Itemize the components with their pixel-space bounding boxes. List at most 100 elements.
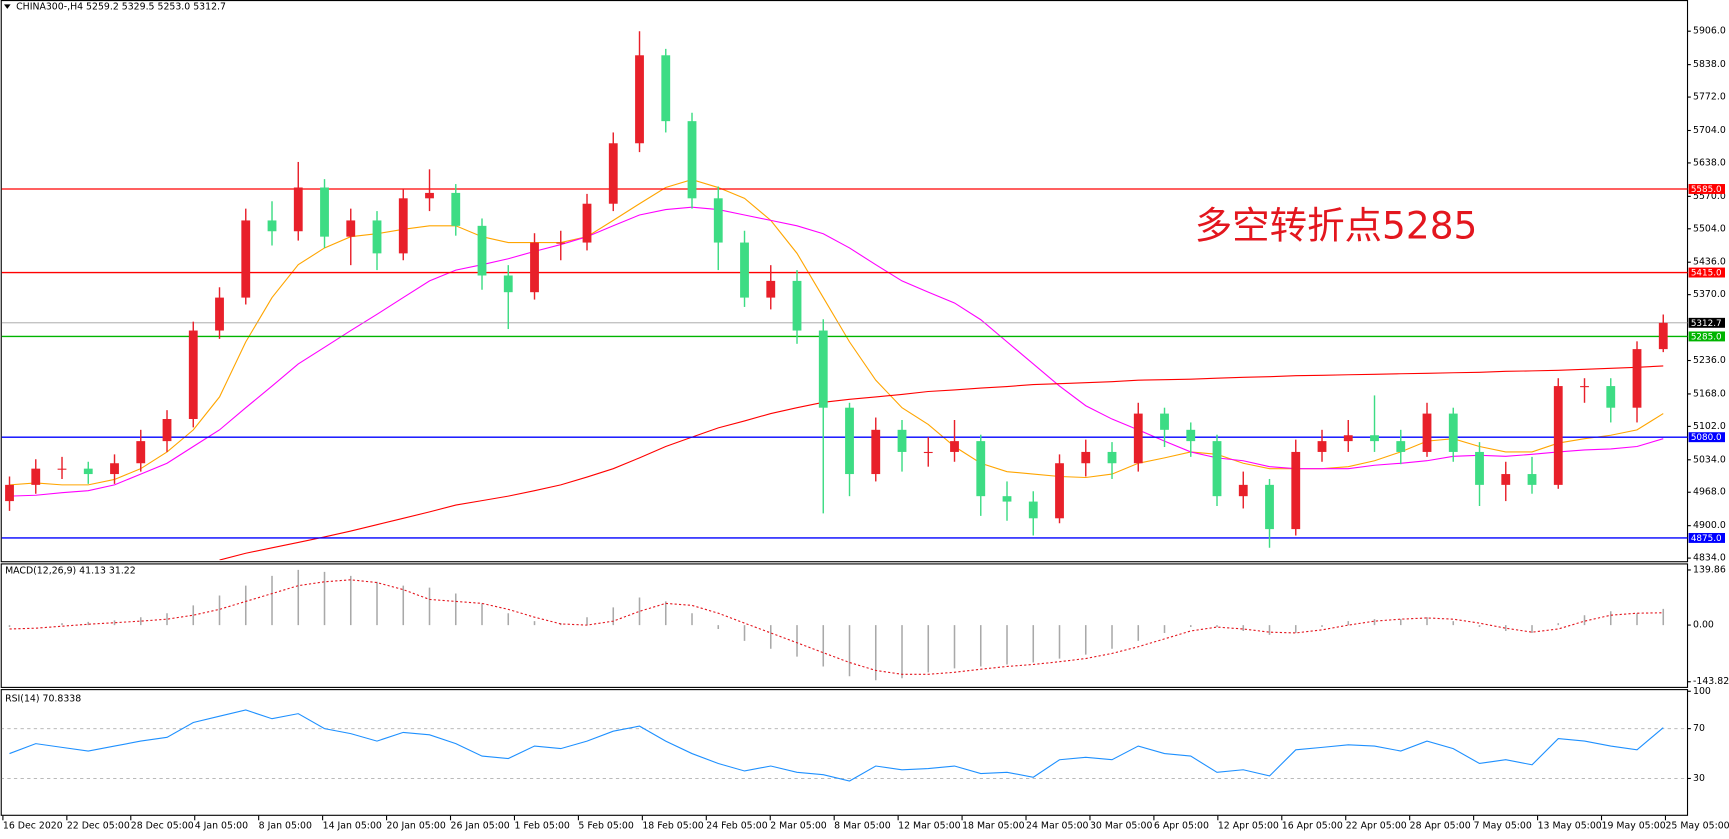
- y-tick-label: 5034.0: [1693, 454, 1726, 465]
- candle-body: [923, 451, 933, 454]
- y-tick-label: 5704.0: [1693, 125, 1726, 136]
- candle-body: [1238, 484, 1248, 497]
- candle-body: [346, 220, 356, 237]
- annotation: 多空转折点5285: [1195, 204, 1478, 248]
- candle-body: [267, 220, 277, 232]
- y-tick-label: 5638.0: [1693, 157, 1726, 168]
- line-series: [219, 365, 1664, 561]
- plot-area: [1, 709, 1688, 782]
- candle-body: [1658, 322, 1668, 350]
- y-tick-label: 5102.0: [1693, 421, 1726, 432]
- candle-body: [871, 429, 881, 475]
- level-label: 5415.0: [1691, 269, 1722, 279]
- candle-body: [241, 220, 251, 298]
- candle-body: [1055, 463, 1064, 519]
- candle-body: [1527, 474, 1537, 485]
- chart-title: CHINA300-,H4 5259.2 5329.5 5253.0 5312.7: [16, 2, 226, 13]
- level-box: [1688, 432, 1725, 443]
- x-tick-label: 6 Apr 05:00: [1154, 820, 1209, 831]
- candle-body: [1160, 413, 1169, 430]
- line-series: [9, 709, 1664, 782]
- x-tick-label: 13 May 05:00: [1538, 820, 1602, 831]
- candle-body: [477, 225, 487, 276]
- level-box: [1688, 267, 1725, 278]
- candle-body: [57, 468, 67, 470]
- y-tick-label: 5570.0: [1693, 191, 1726, 202]
- x-tick-label: 30 Mar 05:00: [1090, 820, 1153, 831]
- candle-body: [976, 441, 986, 497]
- x-tick-label: 18 Feb 05:00: [642, 820, 703, 831]
- candle-body: [188, 330, 198, 420]
- x-tick-label: 5 Feb 05:00: [578, 820, 633, 831]
- candle-body: [1133, 413, 1143, 464]
- level-box: [1688, 532, 1725, 543]
- level-box: [1688, 184, 1725, 194]
- candle-body: [845, 407, 854, 475]
- x-tick-label: 2 Mar 05:00: [770, 820, 827, 831]
- candle-body: [5, 484, 14, 502]
- main-panel-border: [0, 0, 1689, 563]
- level-label: 5285.0: [1691, 332, 1722, 342]
- candle-body: [1317, 441, 1327, 452]
- candle-body: [1028, 501, 1038, 519]
- candle-body: [83, 468, 93, 475]
- x-tick-label: 24 Feb 05:00: [706, 820, 767, 831]
- candle-body: [372, 220, 382, 254]
- x-tick-label: 20 Jan 05:00: [387, 820, 446, 831]
- candle-body: [136, 441, 146, 464]
- x-tick-label: 25 May 05:00: [1665, 820, 1729, 831]
- candle-body: [503, 275, 513, 293]
- y-tick-label: 4834.0: [1693, 553, 1726, 564]
- current-price-box: [1688, 317, 1725, 328]
- menu-arrow[interactable]: [4, 4, 11, 9]
- x-tick-label: 14 Jan 05:00: [323, 820, 382, 831]
- candle-body: [1212, 441, 1222, 497]
- y-tick-label: 30: [1693, 773, 1705, 784]
- candle-body: [1553, 386, 1563, 485]
- candle-body: [608, 143, 618, 204]
- candle-body: [1081, 451, 1091, 464]
- candle-body: [1396, 441, 1406, 452]
- y-tick-label: 4968.0: [1693, 487, 1726, 498]
- candle-body: [661, 55, 671, 122]
- y-tick-label: 5504.0: [1693, 223, 1726, 234]
- x-tick-label: 16 Dec 2020: [3, 820, 63, 831]
- x-tick-label: 12 Apr 05:00: [1218, 820, 1279, 831]
- line-series: [9, 179, 1664, 486]
- candle-body: [1448, 413, 1458, 452]
- candle-body: [1475, 451, 1484, 485]
- y-tick-label: -143.82: [1693, 676, 1729, 687]
- candle-body: [162, 419, 172, 442]
- x-tick-label: 22 Dec 05:00: [67, 820, 130, 831]
- y-tick-label: 139.86: [1693, 564, 1726, 575]
- x-tick-label: 28 Dec 05:00: [131, 820, 194, 831]
- current-price-label: 5312.7: [1691, 319, 1722, 329]
- rsi-panel-border: [0, 689, 1689, 816]
- x-tick-label: 7 May 05:00: [1474, 820, 1532, 831]
- line-series: [9, 206, 1664, 497]
- x-tick-label: 16 Apr 05:00: [1282, 820, 1343, 831]
- y-tick-label: 4900.0: [1693, 520, 1726, 531]
- candle-body: [1186, 429, 1196, 442]
- candle-body: [215, 297, 224, 331]
- x-tick-label: 22 Apr 05:00: [1346, 820, 1407, 831]
- candle-body: [897, 429, 907, 452]
- candle-body: [766, 280, 776, 298]
- candle-body: [635, 55, 644, 144]
- level-label: 4875.0: [1691, 534, 1722, 544]
- candle-body: [293, 187, 303, 232]
- candle-body: [398, 198, 408, 254]
- plot-area: [1, 31, 1688, 561]
- x-tick-label: 1 Feb 05:00: [514, 820, 569, 831]
- candle-body: [818, 330, 828, 408]
- level-label: 5585.0: [1691, 185, 1722, 195]
- line-series: [9, 579, 1664, 675]
- candle-body: [556, 242, 566, 244]
- level-box: [1688, 331, 1725, 342]
- candle-body: [1422, 413, 1432, 452]
- candle-body: [320, 187, 329, 237]
- candle-body: [451, 192, 461, 226]
- y-tick-label: 70: [1693, 723, 1705, 734]
